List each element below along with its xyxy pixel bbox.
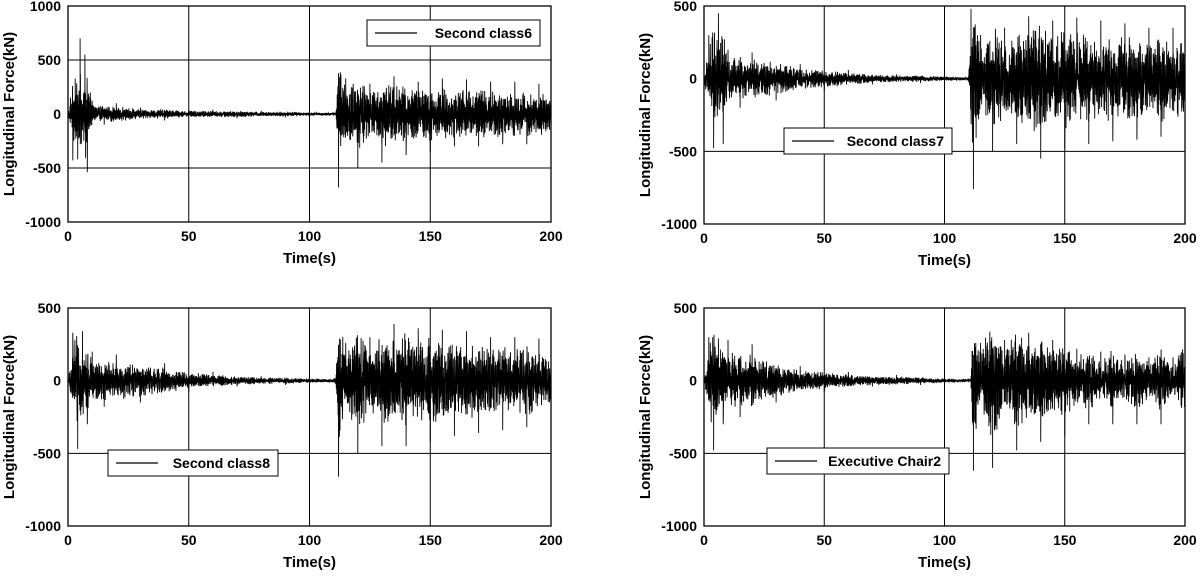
x-tick-label: 200 [539,532,563,548]
x-axis-label: Time(s) [283,250,336,267]
series-line [67,323,552,477]
y-tick-label: -1000 [661,216,697,232]
x-tick-label: 150 [419,228,443,244]
series-line [67,38,552,188]
x-tick-label: 150 [1053,230,1077,246]
x-tick-label: 100 [298,532,322,548]
y-tick-label: -1000 [25,518,61,534]
x-tick-label: 0 [64,228,72,244]
legend: Second class8 [107,449,279,477]
y-tick-label: -500 [33,445,61,461]
subplot-1: 0 50 100 150 200 1000 500 0 -500 -1000 Time(s) Long… [1,0,563,267]
y-tick-label: 0 [689,71,697,87]
subplot-3: 0 50 100 150 200 500 0 -500 -1000 Time(s) Longitud… [1,300,563,571]
x-tick-label: 100 [298,228,322,244]
legend: Second class7 [783,127,953,155]
x-tick-label: 200 [539,228,563,244]
y-tick-label: -500 [33,160,61,176]
y-tick-label: 500 [674,0,698,14]
legend: Executive Chair2 [766,447,950,475]
x-axis-label: Time(s) [918,554,971,571]
legend-label: Second class6 [435,25,532,41]
y-tick-label: 500 [38,52,62,68]
x-tick-label: 200 [1173,532,1197,548]
x-tick-label: 0 [700,230,708,246]
y-tick-label: 0 [53,106,61,122]
y-tick-label: -1000 [661,518,697,534]
plot-frame [67,307,552,527]
y-tick-label: 0 [53,373,61,389]
x-tick-label: 50 [816,230,832,246]
x-axis-label: Time(s) [918,252,971,269]
series-line [703,331,1186,471]
x-tick-label: 200 [1173,230,1197,246]
y-tick-label: -500 [669,445,697,461]
y-axis-label: Longitudinal Force(kN) [637,33,654,197]
x-tick-label: 0 [700,532,708,548]
y-tick-label: -500 [669,143,697,159]
legend: Second class6 [366,19,541,47]
legend-label: Second class7 [847,133,944,149]
subplot-2: 0 50 100 150 200 500 0 -500 -1000 Time(s) Longitud… [637,0,1197,269]
x-axis-label: Time(s) [283,554,336,571]
subplot-4: 0 50 100 150 200 500 0 -500 -1000 Time(s) Longitud… [637,300,1197,571]
y-axis-label: Longitudinal Force(kN) [1,335,18,499]
x-tick-label: 100 [933,230,957,246]
y-axis-label: Longitudinal Force(kN) [1,32,18,196]
x-tick-label: 50 [816,532,832,548]
y-tick-label: 500 [674,300,698,316]
x-tick-label: 150 [1053,532,1077,548]
y-tick-label: 0 [689,373,697,389]
y-tick-label: 500 [38,300,62,316]
x-tick-label: 50 [181,228,197,244]
x-tick-label: 150 [419,532,443,548]
legend-label: Second class8 [173,455,270,471]
x-tick-label: 100 [933,532,957,548]
y-tick-label: -1000 [25,214,61,230]
y-axis-label: Longitudinal Force(kN) [637,335,654,499]
x-tick-label: 50 [181,532,197,548]
legend-label: Executive Chair2 [828,453,941,469]
x-tick-label: 0 [64,532,72,548]
y-tick-label: 1000 [30,0,61,14]
series-line [703,8,1186,190]
